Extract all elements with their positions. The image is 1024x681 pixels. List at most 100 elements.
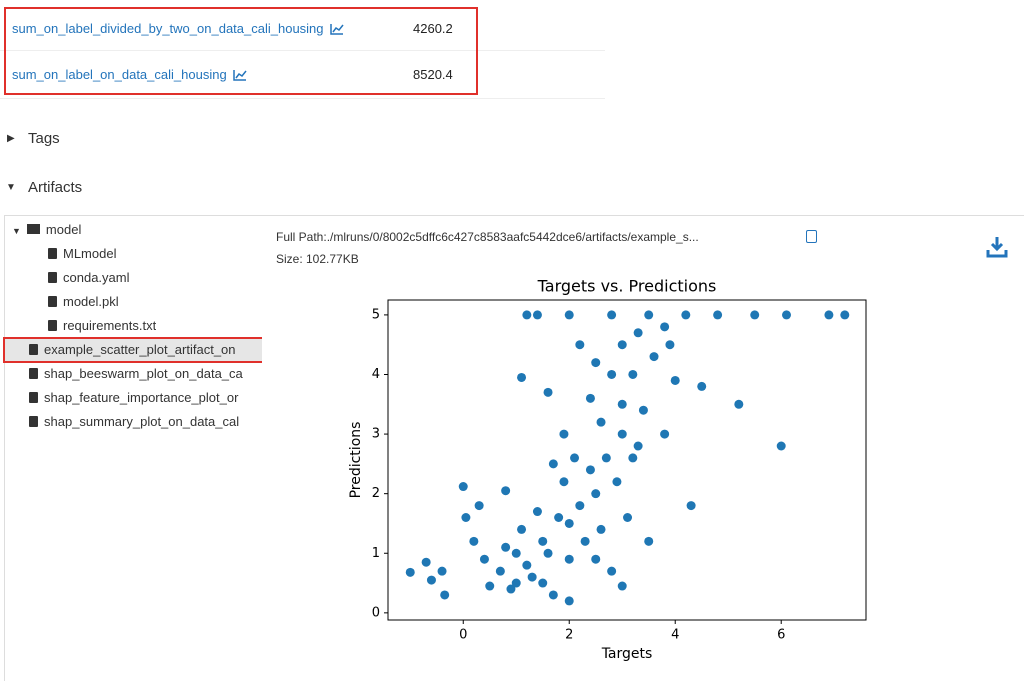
tree-file[interactable]: model.pkl (48, 294, 119, 309)
point (548, 459, 558, 469)
metric-name[interactable]: sum_on_label_on_data_cali_housing (12, 67, 227, 82)
point (596, 524, 606, 534)
metric-link[interactable]: sum_on_label_divided_by_two_on_data_cali… (12, 21, 344, 36)
scatter-chart: Targets vs. Predictions Targets Predicti… (262, 270, 1024, 680)
point (517, 524, 527, 534)
point (633, 328, 643, 338)
file-name[interactable]: requirements.txt (63, 318, 157, 333)
point (511, 578, 521, 588)
file-name[interactable]: shap_beeswarm_plot_on_data_ca (44, 366, 243, 381)
point (461, 513, 471, 523)
point (607, 369, 617, 379)
folder-name[interactable]: model (45, 222, 82, 237)
plot-frame (387, 299, 867, 621)
point (501, 542, 511, 552)
file-name[interactable]: shap_feature_importance_plot_or (44, 390, 239, 405)
point (623, 513, 633, 523)
point (559, 429, 569, 439)
point (601, 453, 611, 463)
row-divider (0, 50, 605, 51)
point (660, 429, 670, 439)
point (750, 310, 760, 320)
y-tick-label: 0 (372, 605, 380, 620)
file-name[interactable]: model.pkl (63, 294, 119, 309)
section-title[interactable]: Tags (28, 130, 60, 147)
tree-file[interactable]: shap_summary_plot_on_data_cal (29, 414, 259, 429)
point (734, 399, 744, 409)
y-tick-label: 2 (372, 486, 380, 501)
point (617, 429, 627, 439)
metric-value: 4260.2 (413, 21, 453, 36)
point (644, 536, 654, 546)
section-title[interactable]: Artifacts (28, 179, 83, 196)
point (628, 453, 638, 463)
tree-folder[interactable]: ▼ model (12, 222, 82, 237)
chart-icon (232, 69, 247, 81)
point (633, 441, 643, 451)
point (437, 566, 447, 576)
point (782, 310, 792, 320)
metric-name[interactable]: sum_on_label_divided_by_two_on_data_cali… (12, 21, 324, 36)
point (564, 554, 574, 564)
expand-icon[interactable]: ▶ (7, 133, 15, 144)
tree-file[interactable]: shap_feature_importance_plot_or (29, 390, 259, 405)
tree-file[interactable]: conda.yaml (48, 270, 129, 285)
point (511, 548, 521, 558)
tree-file[interactable]: example_scatter_plot_artifact_on (29, 342, 259, 357)
x-tick-label: 2 (565, 628, 573, 643)
metric-link[interactable]: sum_on_label_on_data_cali_housing (12, 67, 247, 82)
point (840, 310, 850, 320)
x-tick-label: 0 (459, 628, 467, 643)
point (607, 310, 617, 320)
point (575, 340, 585, 350)
x-tick-label: 6 (777, 628, 785, 643)
file-name[interactable]: shap_summary_plot_on_data_cal (44, 414, 240, 429)
point (564, 596, 574, 606)
highlight-box (4, 7, 478, 95)
file-size: Size: 102.77KB (276, 252, 359, 266)
point (517, 372, 527, 382)
full-path: Full Path:./mlruns/0/8002c5dffc6c427c858… (276, 230, 699, 244)
y-axis-label: Predictions (348, 422, 364, 499)
point (538, 578, 548, 588)
point (591, 554, 601, 564)
file-name[interactable]: MLmodel (63, 246, 117, 261)
y-tick-label: 1 (372, 546, 380, 561)
point (638, 405, 648, 415)
point (554, 513, 564, 523)
point (421, 557, 431, 567)
copy-icon[interactable] (806, 230, 817, 243)
file-name[interactable]: conda.yaml (63, 270, 130, 285)
point (538, 536, 548, 546)
chart-icon (329, 23, 344, 35)
point (697, 381, 707, 391)
point (665, 340, 675, 350)
tree-file[interactable]: requirements.txt (48, 318, 156, 333)
point (585, 465, 595, 475)
point (713, 310, 723, 320)
point (485, 581, 495, 591)
tree-file[interactable]: MLmodel (48, 246, 116, 261)
point (617, 399, 627, 409)
download-button[interactable] (986, 236, 1008, 258)
point (458, 482, 468, 492)
point (575, 501, 585, 511)
point (644, 310, 654, 320)
file-name[interactable]: example_scatter_plot_artifact_on (44, 342, 236, 357)
point (548, 590, 558, 600)
point (628, 369, 638, 379)
point (426, 575, 436, 585)
point (532, 507, 542, 517)
point (501, 486, 511, 496)
collapse-icon[interactable]: ▼ (6, 182, 16, 193)
point (474, 501, 484, 511)
metric-value: 8520.4 (413, 67, 453, 82)
point (532, 310, 542, 320)
point (405, 567, 415, 577)
point (527, 572, 537, 582)
point (479, 554, 489, 564)
tree-file[interactable]: shap_beeswarm_plot_on_data_ca (29, 366, 259, 381)
point (591, 358, 601, 368)
point (596, 417, 606, 427)
point (617, 581, 627, 591)
